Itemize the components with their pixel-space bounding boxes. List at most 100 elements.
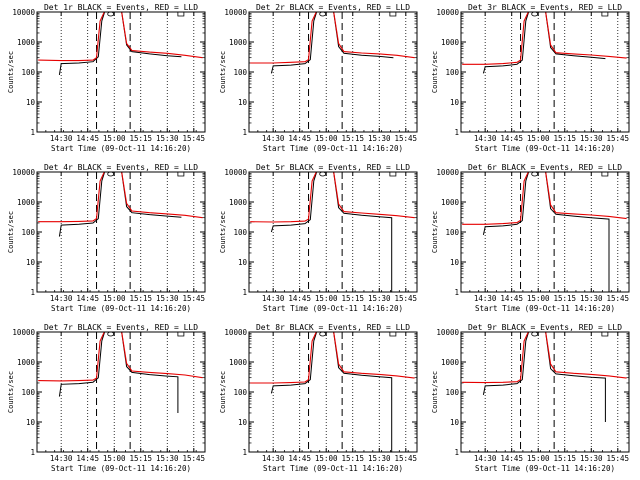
x-tick-label: 15:15	[553, 134, 576, 143]
chart-panel-1: Det 1r BLACK = Events, RED = LLD 14:30 14:…	[7, 3, 206, 153]
y-tick-label: 1000	[441, 38, 460, 47]
y-axis-label: Counts/sec	[219, 371, 227, 413]
chart-panel-7: Det 7r BLACK = Events, RED = LLD 14:30 14:…	[7, 323, 206, 473]
plot-frame	[460, 171, 630, 293]
x-axis-label: Start Time (09-Oct-11 14:16:20)	[263, 304, 403, 313]
y-axis-label: Counts/sec	[7, 371, 15, 413]
x-tick-label: 14:30	[50, 294, 73, 303]
chart-panel-3: Det 3r BLACK = Events, RED = LLD 14:30 14:…	[431, 3, 630, 153]
x-tick-label: 15:45	[183, 134, 206, 143]
y-tick-label: 100	[233, 68, 247, 77]
y-tick-label: 100	[445, 228, 459, 237]
y-tick-label: 1	[242, 448, 247, 457]
x-tick-label: 14:30	[474, 454, 497, 463]
x-tick-label: 14:45	[500, 294, 523, 303]
x-tick-label: 15:30	[156, 454, 179, 463]
chart-title: Det 7r BLACK = Events, RED = LLD	[44, 323, 198, 332]
x-axis-label: Start Time (09-Oct-11 14:16:20)	[263, 464, 403, 473]
y-tick-label: 1000	[229, 38, 248, 47]
x-tick-label: 15:30	[156, 134, 179, 143]
y-tick-label: 100	[445, 68, 459, 77]
plot-frame	[36, 331, 206, 453]
y-tick-label: 10	[26, 258, 36, 267]
x-tick-label: 15:00	[103, 294, 126, 303]
x-tick-label: 15:00	[527, 294, 550, 303]
y-tick-label: 10	[238, 418, 248, 427]
events-series-line	[58, 12, 182, 75]
chart-panel-8: Det 8r BLACK = Events, RED = LLD 14:30 14:…	[219, 323, 418, 473]
lld-series-line	[462, 332, 627, 384]
events-series-line	[270, 12, 394, 74]
saa-marker-icon	[319, 171, 327, 177]
x-tick-label: 14:45	[76, 134, 99, 143]
y-tick-label: 10000	[12, 328, 35, 337]
chart-title: Det 1r BLACK = Events, RED = LLD	[44, 3, 198, 12]
x-tick-label: 15:15	[341, 454, 364, 463]
y-tick-label: 1000	[17, 198, 36, 207]
lld-series-line	[462, 12, 627, 65]
plot-frame	[248, 11, 418, 133]
y-tick-label: 10000	[12, 8, 35, 17]
x-tick-label: 15:30	[368, 454, 391, 463]
y-tick-label: 100	[445, 388, 459, 397]
y-tick-label: 10	[26, 98, 36, 107]
x-axis-label: Start Time (09-Oct-11 14:16:20)	[51, 464, 191, 473]
events-series-line	[482, 12, 606, 74]
y-tick-label: 100	[21, 68, 35, 77]
chart-panel-4: Det 4r BLACK = Events, RED = LLD 14:30 14:…	[7, 163, 206, 313]
chart-title: Det 6r BLACK = Events, RED = LLD	[468, 163, 622, 172]
chart-panel-6: Det 6r BLACK = Events, RED = LLD 14:30 14:…	[431, 163, 630, 313]
y-tick-label: 10	[238, 258, 248, 267]
y-tick-label: 10000	[224, 168, 247, 177]
interval-marker-icon	[601, 12, 609, 17]
x-tick-label: 14:30	[50, 454, 73, 463]
lld-series-line	[38, 332, 203, 382]
y-tick-label: 1000	[229, 198, 248, 207]
x-tick-label: 15:00	[527, 454, 550, 463]
y-tick-label: 1	[30, 448, 35, 457]
plot-frame	[460, 11, 630, 133]
x-tick-label: 15:15	[553, 294, 576, 303]
x-tick-label: 15:15	[341, 294, 364, 303]
lld-series-line	[38, 12, 203, 62]
chart-title: Det 4r BLACK = Events, RED = LLD	[44, 163, 198, 172]
x-tick-label: 15:00	[103, 454, 126, 463]
y-tick-label: 1000	[17, 358, 36, 367]
x-tick-label: 15:15	[129, 454, 152, 463]
interval-marker-icon	[389, 332, 397, 337]
x-tick-label: 15:15	[553, 454, 576, 463]
x-axis-label: Start Time (09-Oct-11 14:16:20)	[475, 464, 615, 473]
plot-frame	[36, 11, 206, 133]
y-tick-label: 1	[30, 288, 35, 297]
y-axis-label: Counts/sec	[219, 51, 227, 93]
x-axis-label: Start Time (09-Oct-11 14:16:20)	[51, 304, 191, 313]
events-series-line	[482, 332, 606, 422]
x-tick-label: 15:45	[183, 454, 206, 463]
chart-title: Det 2r BLACK = Events, RED = LLD	[256, 3, 410, 12]
y-tick-label: 1	[454, 448, 459, 457]
chart-panel-9: Det 9r BLACK = Events, RED = LLD 14:30 14:…	[431, 323, 630, 473]
x-tick-label: 14:45	[76, 454, 99, 463]
x-tick-label: 15:15	[129, 294, 152, 303]
x-tick-label: 15:30	[156, 294, 179, 303]
y-tick-label: 1	[454, 288, 459, 297]
x-tick-label: 15:15	[341, 134, 364, 143]
interval-marker-icon	[601, 172, 609, 177]
x-tick-label: 15:30	[368, 134, 391, 143]
y-tick-label: 10	[450, 418, 460, 427]
lld-series-line	[250, 172, 415, 223]
x-tick-label: 15:00	[315, 454, 338, 463]
lld-series-line	[250, 12, 415, 64]
lld-series-line	[250, 332, 415, 384]
y-tick-label: 1000	[441, 358, 460, 367]
saa-marker-icon	[107, 171, 115, 177]
saa-marker-icon	[531, 171, 539, 177]
x-tick-label: 14:45	[288, 454, 311, 463]
y-axis-label: Counts/sec	[431, 211, 439, 253]
chart-panel-2: Det 2r BLACK = Events, RED = LLD 14:30 14:…	[219, 3, 418, 153]
y-tick-label: 10000	[224, 8, 247, 17]
y-tick-label: 10000	[436, 8, 459, 17]
saa-marker-icon	[107, 11, 115, 17]
y-axis-label: Counts/sec	[431, 371, 439, 413]
